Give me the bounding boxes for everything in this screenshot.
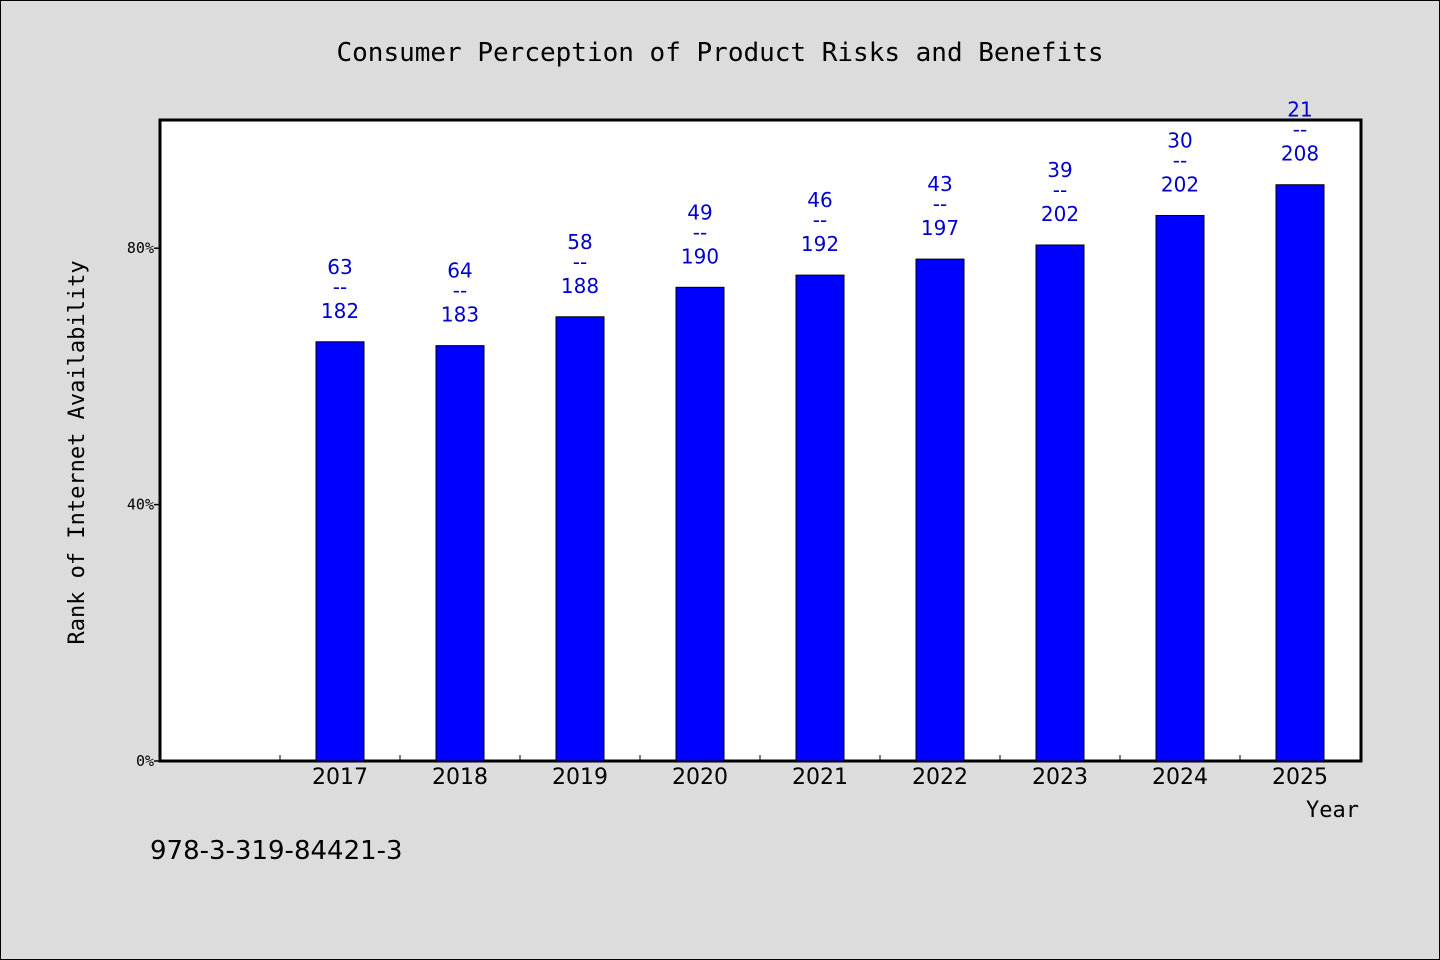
y-tick-label: 80% [127,239,154,257]
data-label: 64--183 [441,259,479,327]
data-label-sep: -- [573,250,587,274]
data-label-bottom: 190 [681,244,719,268]
y-tick-label: 40% [127,496,154,514]
x-tick-label: 2023 [1032,765,1088,790]
data-label-top: 30 [1167,129,1192,153]
data-label-sep: -- [693,220,707,244]
y-axis: 0% 40% 80% [127,239,160,770]
x-tick-label: 2019 [552,765,608,790]
bar [1155,215,1205,762]
bar [795,274,845,762]
data-label: 58--188 [561,230,599,298]
data-label-sep: -- [813,208,827,232]
x-tick-label: 2017 [312,765,368,790]
data-label-sep: -- [1053,178,1067,202]
data-label-sep: -- [453,279,467,303]
bar [1035,244,1085,762]
data-label: 21--208 [1281,98,1319,166]
bar [315,341,365,762]
data-label-bottom: 202 [1161,173,1199,197]
x-tick-label: 2021 [792,765,848,790]
bar [915,258,965,762]
data-label-top: 43 [927,172,952,196]
bar [435,345,485,762]
data-label-bottom: 182 [321,299,359,323]
x-tick-label: 2022 [912,765,968,790]
data-label-top: 39 [1047,158,1072,182]
y-tick-label: 0% [136,752,154,770]
data-label-bottom: 197 [921,216,959,240]
data-label: 43--197 [921,172,959,240]
chart-title: Consumer Perception of Product Risks and… [336,38,1103,68]
data-label: 46--192 [801,188,839,256]
data-label-sep: -- [1293,118,1307,142]
data-label-sep: -- [933,192,947,216]
bar [1275,184,1325,762]
bar [675,286,725,762]
isbn-text: 978-3-319-84421-3 [150,836,403,866]
data-label-sep: -- [1173,149,1187,173]
data-label-bottom: 192 [801,232,839,256]
x-axis-label: Year [1306,798,1359,823]
data-label-top: 49 [687,200,712,224]
data-label-bottom: 188 [561,274,599,298]
x-tick-label: 2025 [1272,765,1328,790]
x-tick-label: 2020 [672,765,728,790]
data-label-top: 64 [447,259,472,283]
data-label: 39--202 [1041,158,1079,226]
data-label-top: 21 [1287,98,1312,122]
data-label: 49--190 [681,200,719,268]
data-label-bottom: 183 [441,303,479,327]
data-label-sep: -- [333,275,347,299]
x-tick-label: 2024 [1152,765,1208,790]
data-label: 63--182 [321,255,359,323]
bar [555,316,605,762]
data-label-bottom: 202 [1041,202,1079,226]
x-tick-label: 2018 [432,765,488,790]
data-label: 30--202 [1161,129,1199,197]
data-label-bottom: 208 [1281,142,1319,166]
y-axis-label: Rank of Internet Availability [65,260,90,644]
data-label-top: 46 [807,188,832,212]
data-label-top: 63 [327,255,352,279]
bars [315,184,1325,762]
data-labels: 63--18264--18358--18849--19046--19243--1… [321,98,1319,327]
data-label-top: 58 [567,230,592,254]
x-axis: 2017 2018 2019 2020 2021 2022 2023 2024 2025 [279,755,1361,790]
